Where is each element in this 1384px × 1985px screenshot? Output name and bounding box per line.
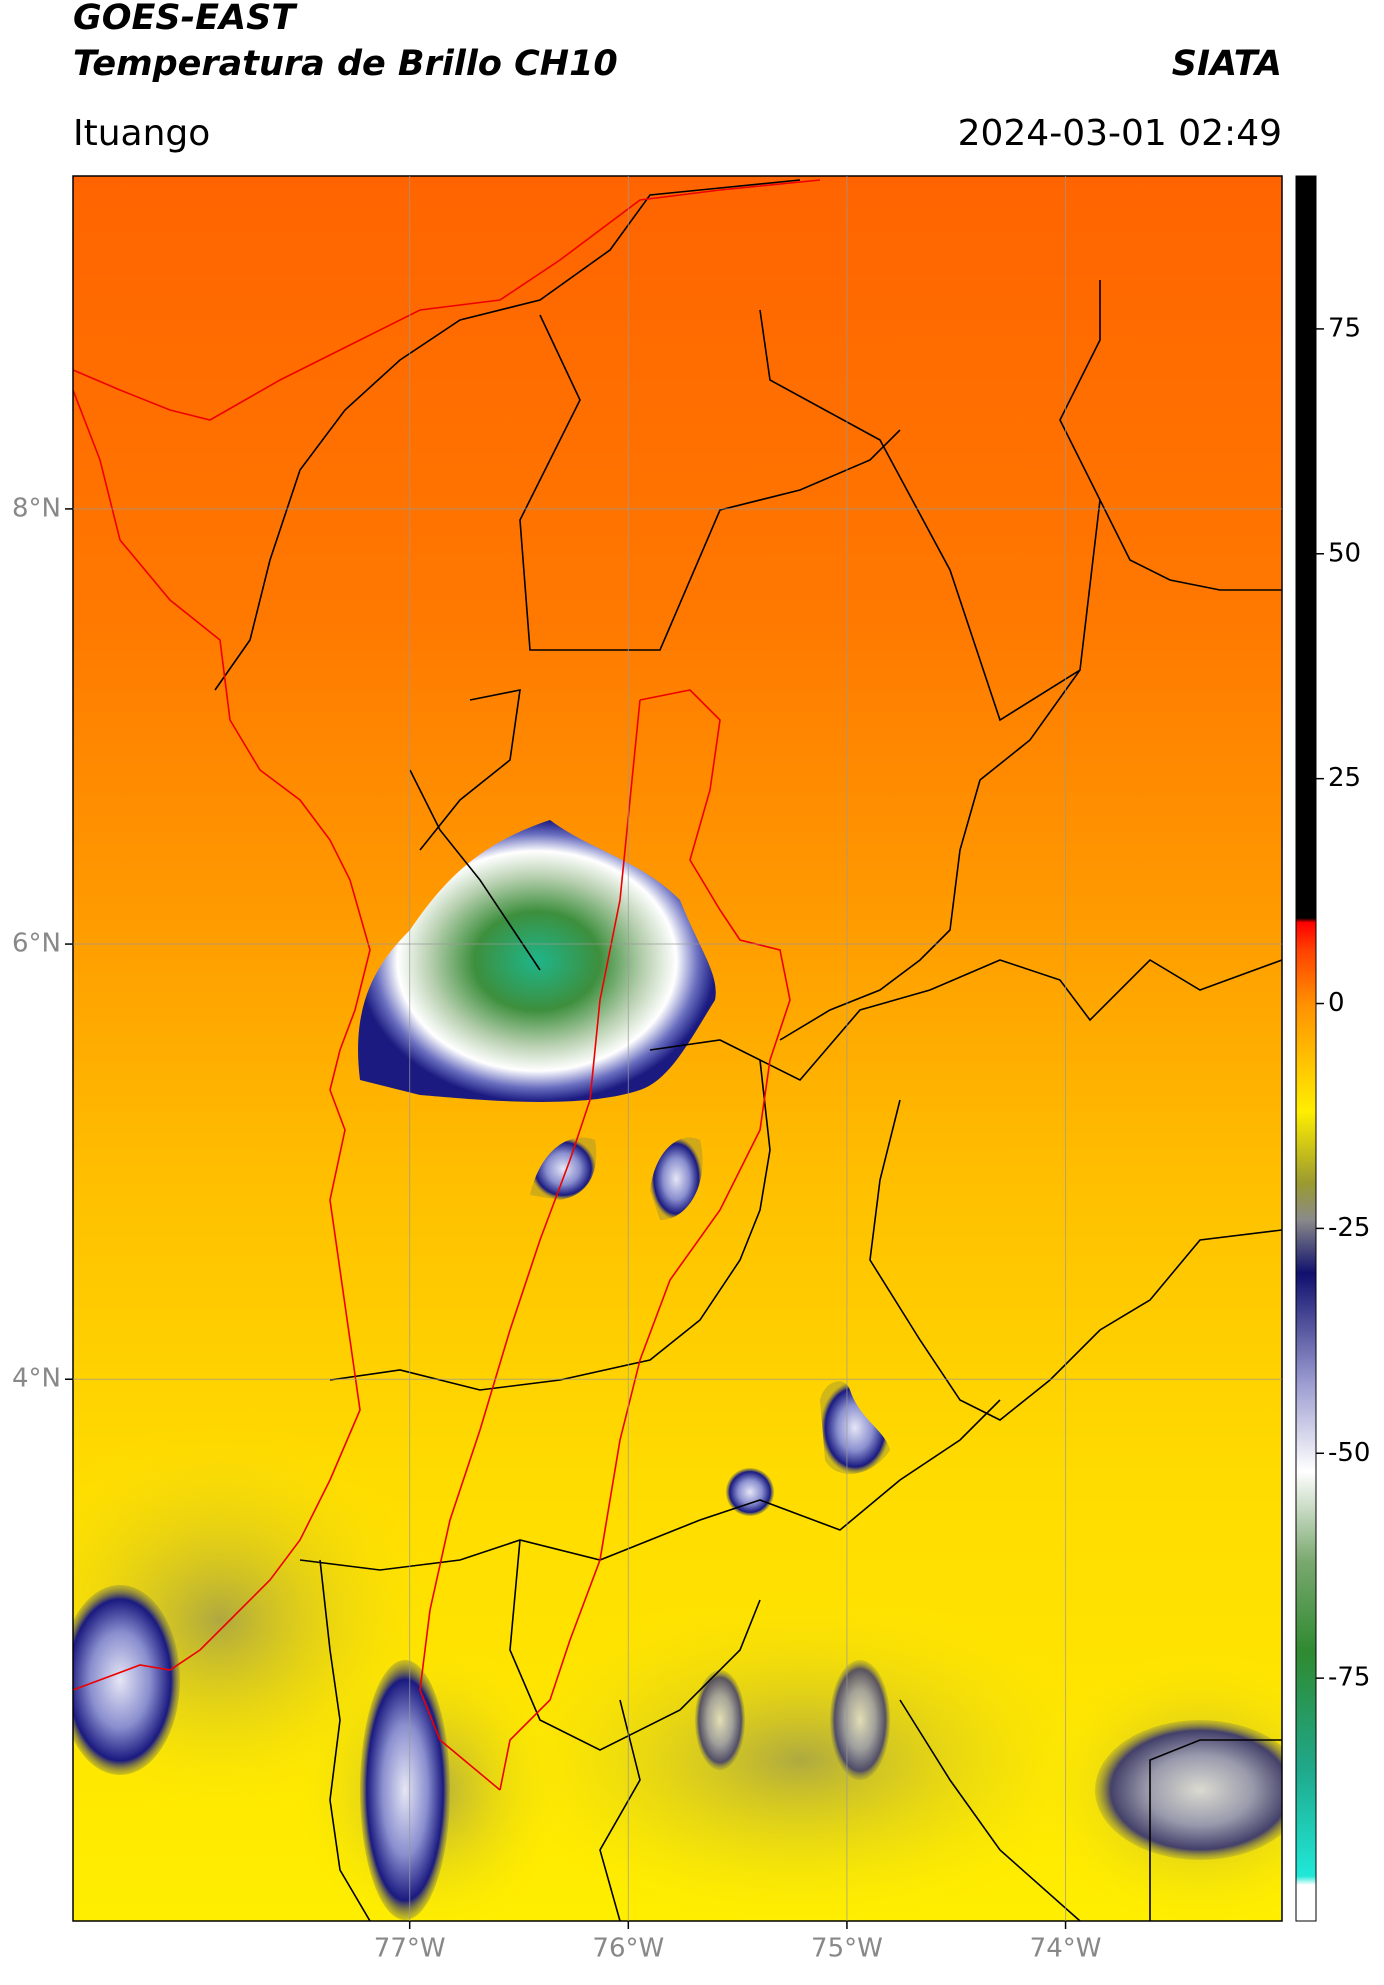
colorbar: 75 50 25 0 -25 -50 -75 xyxy=(1295,175,1370,1922)
y-tick-label: 4°N xyxy=(12,1364,61,1394)
storm-cell xyxy=(726,1468,774,1516)
storm-cell xyxy=(820,1381,890,1474)
colorbar-tick-label: 0 xyxy=(1328,988,1345,1018)
x-tick-label: 76°W xyxy=(592,1934,664,1964)
storm-cell xyxy=(530,1137,597,1200)
convective-storm xyxy=(358,820,716,1102)
colorbar-tick-label: -25 xyxy=(1328,1213,1370,1243)
map xyxy=(73,176,1282,1921)
axes: 77°W 76°W 75°W 74°W 8°N 6°N 4°N xyxy=(12,493,1101,1963)
colorbar-tick-label: 50 xyxy=(1328,538,1361,568)
product: Temperatura de Brillo CH10 xyxy=(73,44,618,84)
colorbar-tick-label: 75 xyxy=(1328,313,1361,343)
grid xyxy=(73,176,1282,1921)
x-tick-label: 74°W xyxy=(1030,1934,1102,1964)
colorbar-tick-label: -75 xyxy=(1328,1663,1370,1693)
location: Ituango xyxy=(73,113,210,154)
storm-cell xyxy=(360,1660,450,1920)
storm-cell xyxy=(73,1585,180,1775)
colorbar-scale xyxy=(1295,175,1317,1922)
agency: SIATA xyxy=(1172,44,1282,84)
map-frame xyxy=(72,175,1283,1922)
datetime: 2024-03-01 02:49 xyxy=(958,113,1282,154)
y-tick-label: 6°N xyxy=(12,929,61,959)
cloud-haze xyxy=(480,1590,1120,1921)
storm-cell xyxy=(1095,1720,1282,1860)
y-tick-label: 8°N xyxy=(12,493,61,523)
colorbar-tick-label: 25 xyxy=(1328,763,1361,793)
x-tick-label: 75°W xyxy=(811,1934,883,1964)
storm-cell xyxy=(830,1660,890,1780)
storm-cell xyxy=(695,1670,745,1770)
satellite: GOES-EAST xyxy=(73,0,298,38)
x-tick-label: 77°W xyxy=(374,1934,446,1964)
colorbar-tick-label: -50 xyxy=(1328,1438,1370,1468)
storm-cell xyxy=(650,1137,703,1220)
